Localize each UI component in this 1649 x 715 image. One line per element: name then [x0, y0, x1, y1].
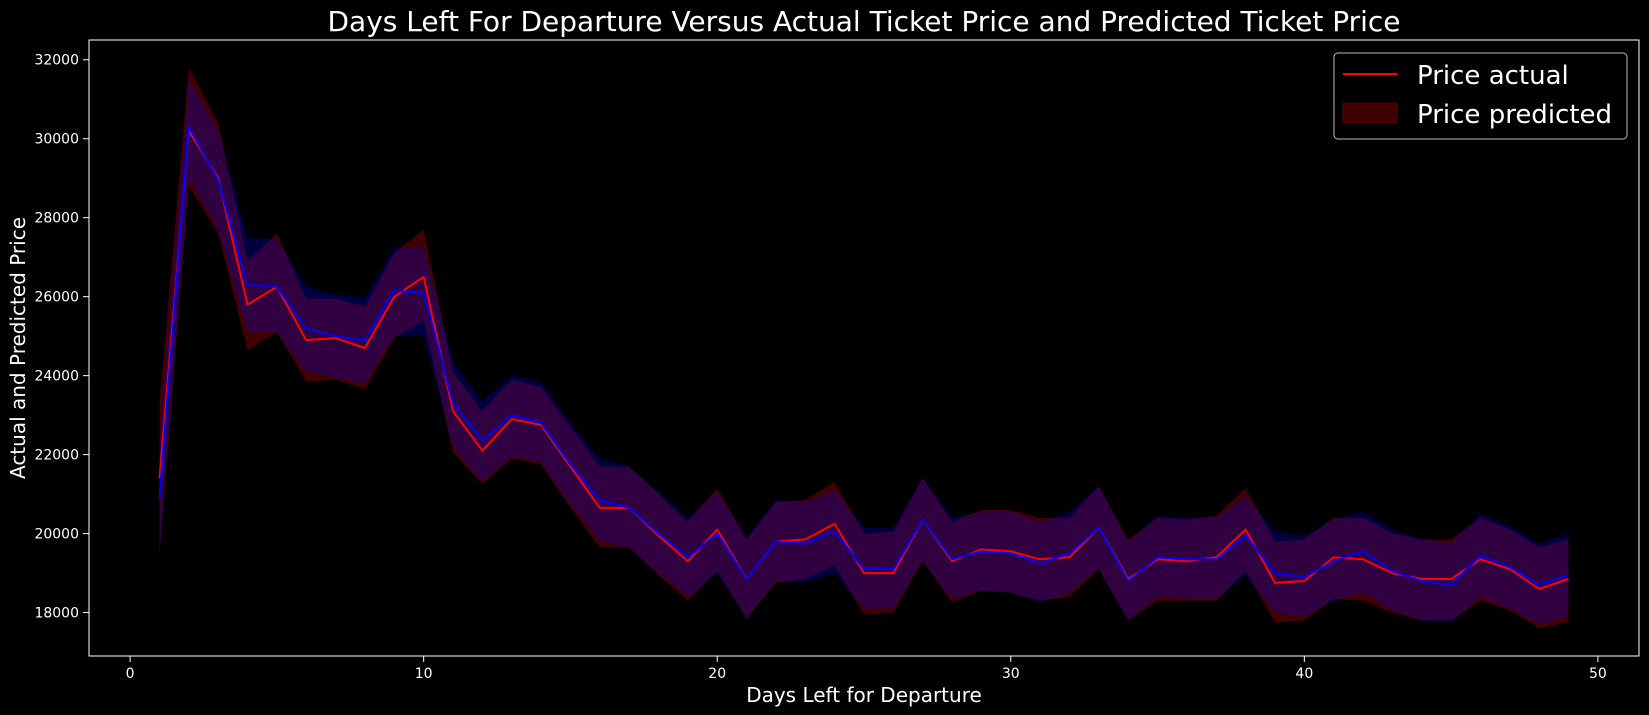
- y-tick-label: 18000: [34, 606, 79, 622]
- predicted-band-blue: [159, 79, 1569, 625]
- chart-title: Days Left For Departure Versus Actual Ti…: [327, 5, 1400, 38]
- x-axis-label: Days Left for Departure: [746, 683, 982, 707]
- y-tick-label: 26000: [34, 290, 79, 306]
- y-tick-label: 20000: [34, 527, 79, 543]
- x-tick-label: 10: [415, 666, 433, 682]
- x-tick-label: 50: [1589, 666, 1607, 682]
- legend-patch-swatch: [1342, 102, 1398, 124]
- legend-label-actual: Price actual: [1417, 61, 1569, 91]
- predicted-band-red: [159, 67, 1569, 629]
- x-tick-label: 20: [708, 666, 726, 682]
- actual-price-line: [158, 129, 1569, 590]
- x-tick-label: 40: [1295, 666, 1313, 682]
- legend-box: [1333, 52, 1628, 140]
- x-axis: 0 10 20 30 40 50: [126, 656, 1607, 682]
- legend-label-predicted: Price predicted: [1417, 100, 1612, 130]
- y-tick-label: 30000: [34, 132, 79, 148]
- x-tick-label: 30: [1002, 666, 1020, 682]
- legend: Price actual Price predicted: [1333, 52, 1628, 140]
- y-tick-label: 22000: [34, 448, 79, 464]
- predicted-price-line: [158, 125, 1569, 586]
- y-tick-label: 24000: [34, 369, 79, 385]
- x-tick-label: 0: [126, 666, 135, 682]
- y-axis-label: Actual and Predicted Price: [6, 217, 30, 479]
- plot-area: [158, 67, 1569, 629]
- y-tick-label: 28000: [34, 211, 79, 227]
- y-axis: 18000 20000 22000 24000 26000 28000 30000 32000: [34, 53, 89, 622]
- y-tick-label: 32000: [34, 53, 79, 69]
- axes-frame: [88, 39, 1640, 657]
